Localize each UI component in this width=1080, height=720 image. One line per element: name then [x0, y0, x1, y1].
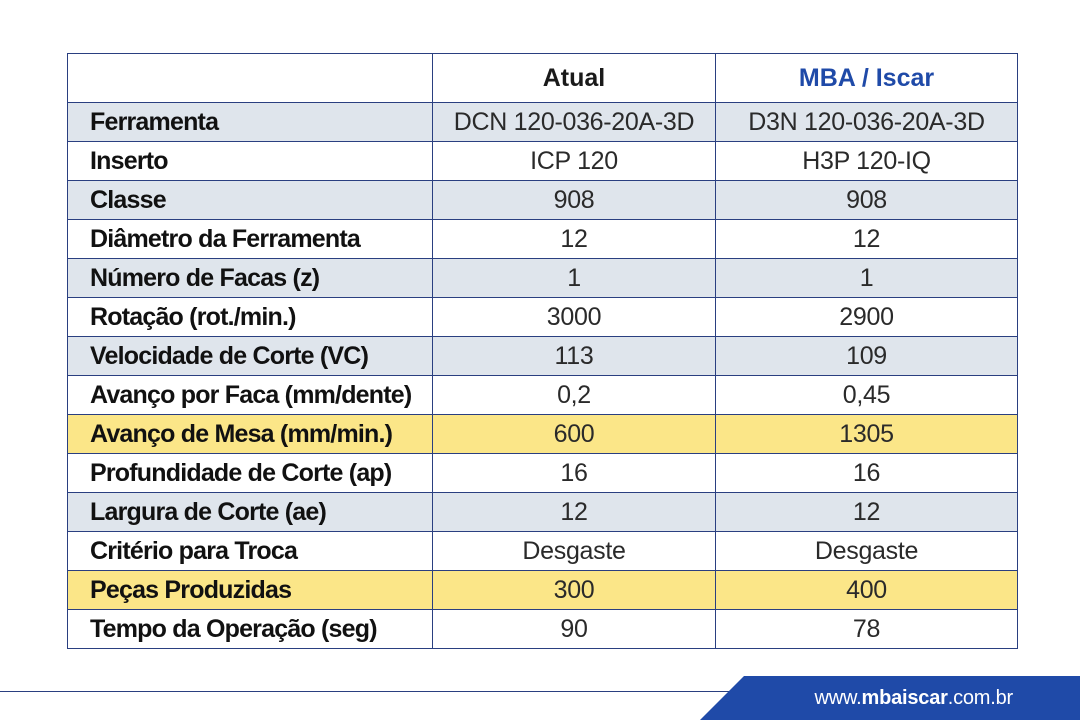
- table-row: Avanço por Faca (mm/dente) 0,2 0,45: [67, 375, 1018, 415]
- table-row: Rotação (rot./min.) 3000 2900: [67, 297, 1018, 337]
- table-row: Critério para Troca Desgaste Desgaste: [67, 531, 1018, 571]
- table-row: Tempo da Operação (seg) 90 78: [67, 609, 1018, 649]
- mba-value: 1: [715, 258, 1018, 298]
- row-label: Classe: [67, 180, 433, 220]
- url-suffix: .com.br: [947, 687, 1013, 709]
- atual-value: 12: [432, 492, 716, 532]
- table-row: Classe 908 908: [67, 180, 1018, 220]
- row-label: Rotação (rot./min.): [67, 297, 433, 337]
- table-row-highlighted: Peças Produzidas 300 400: [67, 570, 1018, 610]
- url-brand: mbaiscar: [861, 687, 948, 709]
- row-label: Peças Produzidas: [67, 570, 433, 610]
- footer-divider-line: [0, 691, 760, 692]
- row-label: Avanço de Mesa (mm/min.): [67, 414, 433, 454]
- atual-value: 300: [432, 570, 716, 610]
- mba-value: 1305: [715, 414, 1018, 454]
- table-row: Velocidade de Corte (VC) 113 109: [67, 336, 1018, 376]
- row-label: Avanço por Faca (mm/dente): [67, 375, 433, 415]
- comparison-table: Atual MBA / Iscar Ferramenta DCN 120-036…: [67, 53, 1018, 649]
- table-row-highlighted: Avanço de Mesa (mm/min.) 600 1305: [67, 414, 1018, 454]
- row-label: Profundidade de Corte (ap): [67, 453, 433, 493]
- mba-value: 12: [715, 219, 1018, 259]
- mba-value: H3P 120-IQ: [715, 141, 1018, 181]
- table-row: Profundidade de Corte (ap) 16 16: [67, 453, 1018, 493]
- footer-band: [700, 676, 1080, 720]
- row-label: Diâmetro da Ferramenta: [67, 219, 433, 259]
- row-label: Largura de Corte (ae): [67, 492, 433, 532]
- row-label: Tempo da Operação (seg): [67, 609, 433, 649]
- atual-value: 600: [432, 414, 716, 454]
- atual-value: 16: [432, 453, 716, 493]
- mba-value: Desgaste: [715, 531, 1018, 571]
- header-atual: Atual: [432, 53, 716, 103]
- table-row: Largura de Corte (ae) 12 12: [67, 492, 1018, 532]
- atual-value: 1: [432, 258, 716, 298]
- mba-value: 0,45: [715, 375, 1018, 415]
- table-row: Número de Facas (z) 1 1: [67, 258, 1018, 298]
- row-label: Ferramenta: [67, 102, 433, 142]
- footer-website-link[interactable]: www.mbaiscar.com.br: [815, 683, 1014, 713]
- mba-value: 2900: [715, 297, 1018, 337]
- mba-value: D3N 120-036-20A-3D: [715, 102, 1018, 142]
- atual-value: 12: [432, 219, 716, 259]
- url-prefix: www.: [814, 687, 862, 709]
- table-header-row: Atual MBA / Iscar: [67, 53, 1018, 103]
- row-label: Número de Facas (z): [67, 258, 433, 298]
- table-row: Ferramenta DCN 120-036-20A-3D D3N 120-03…: [67, 102, 1018, 142]
- atual-value: Desgaste: [432, 531, 716, 571]
- mba-value: 16: [715, 453, 1018, 493]
- atual-value: 90: [432, 609, 716, 649]
- atual-value: 3000: [432, 297, 716, 337]
- header-empty-cell: [67, 53, 433, 103]
- mba-value: 400: [715, 570, 1018, 610]
- atual-value: 113: [432, 336, 716, 376]
- atual-value: 0,2: [432, 375, 716, 415]
- row-label: Inserto: [67, 141, 433, 181]
- table-row: Diâmetro da Ferramenta 12 12: [67, 219, 1018, 259]
- atual-value: DCN 120-036-20A-3D: [432, 102, 716, 142]
- atual-value: ICP 120: [432, 141, 716, 181]
- atual-value: 908: [432, 180, 716, 220]
- table-row: Inserto ICP 120 H3P 120-IQ: [67, 141, 1018, 181]
- mba-value: 109: [715, 336, 1018, 376]
- mba-value: 78: [715, 609, 1018, 649]
- row-label: Critério para Troca: [67, 531, 433, 571]
- mba-value: 908: [715, 180, 1018, 220]
- row-label: Velocidade de Corte (VC): [67, 336, 433, 376]
- header-mba-iscar: MBA / Iscar: [715, 53, 1018, 103]
- mba-value: 12: [715, 492, 1018, 532]
